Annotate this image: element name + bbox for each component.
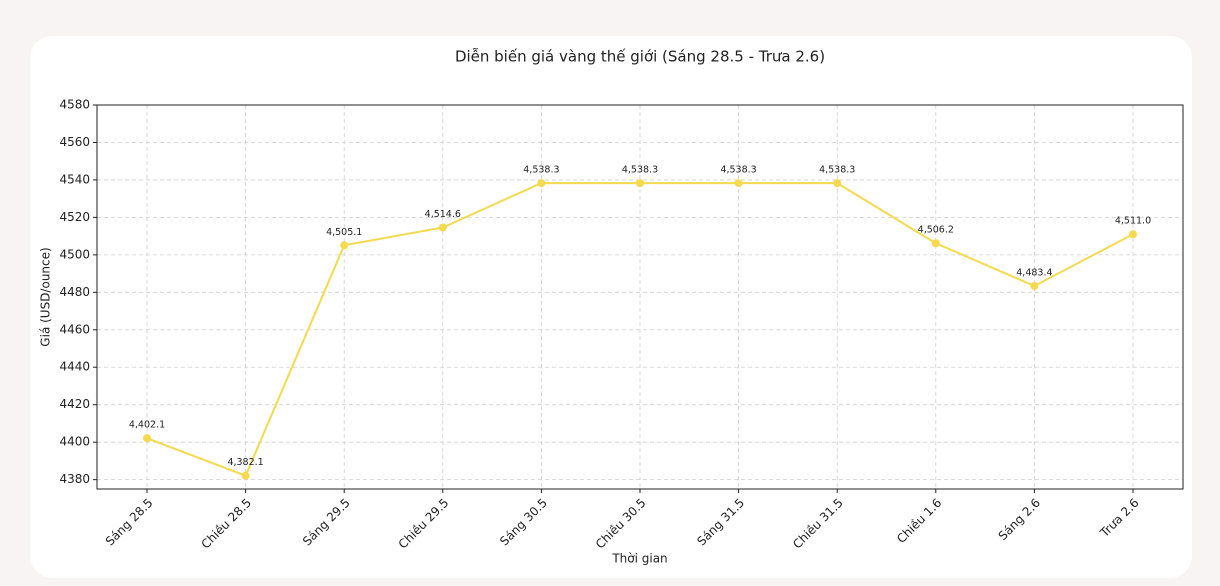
point: [438, 223, 447, 232]
y-tick-label: 4420: [59, 397, 90, 411]
x-tick-label: Sáng 31.5: [694, 496, 747, 549]
x-tick-label: Sáng 28.5: [103, 496, 156, 549]
y-tick-label: 4460: [59, 322, 90, 336]
point: [833, 179, 842, 188]
x-tick-label: Sáng 30.5: [497, 496, 550, 549]
y-tick-label: 4480: [59, 285, 90, 299]
value-label: 4,511.0: [1115, 216, 1151, 227]
y-axis-label: Giá (USD/ounce): [39, 247, 53, 346]
x-axis-label: Thời gian: [611, 552, 667, 566]
value-label: 4,538.3: [523, 165, 559, 176]
x-tick-label: Chiều 31.5: [790, 496, 846, 552]
point: [241, 471, 250, 480]
y-tick-label: 4380: [59, 472, 90, 486]
plot-frame: [96, 104, 1184, 490]
point: [143, 434, 151, 443]
y-tick-label: 4400: [59, 435, 90, 449]
y-tick-label: 4500: [59, 247, 90, 261]
point: [931, 239, 940, 248]
point: [537, 179, 546, 188]
x-tick-label: Chiều 28.5: [198, 496, 254, 552]
value-label: 4,538.3: [720, 165, 756, 176]
value-label: 4,402.1: [129, 420, 165, 431]
x-tick-label: Chiều 30.5: [593, 496, 649, 552]
x-tick-label: Chiều 29.5: [396, 496, 452, 552]
point: [734, 179, 743, 188]
point: [636, 179, 644, 188]
y-tick-label: 4540: [59, 172, 90, 186]
value-label: 4,538.3: [819, 165, 855, 176]
y-tick-label: 4520: [59, 210, 90, 224]
y-tick-label: 4560: [59, 135, 90, 149]
value-label: 4,505.1: [326, 227, 362, 238]
value-label: 4,483.4: [1016, 267, 1052, 278]
x-tick-label: Chiều 1.6: [894, 496, 944, 546]
point: [1030, 281, 1039, 290]
point: [1129, 230, 1137, 239]
chart-title: Diễn biến giá vàng thế giới (Sáng 28.5 -…: [455, 48, 825, 66]
value-label: 4,538.3: [622, 165, 658, 176]
y-tick-label: 4440: [59, 360, 90, 374]
x-tick-label: Sáng 29.5: [300, 496, 353, 549]
value-label: 4,506.2: [918, 225, 954, 236]
x-tick-label: Sáng 2.6: [996, 496, 1043, 543]
y-tick-label: 4580: [59, 98, 90, 112]
value-label: 4,514.6: [425, 209, 461, 220]
point: [340, 241, 349, 250]
card: [30, 36, 1192, 578]
x-tick-label: Trưa 2.6: [1097, 496, 1142, 541]
value-label: 4,382.1: [227, 457, 263, 468]
